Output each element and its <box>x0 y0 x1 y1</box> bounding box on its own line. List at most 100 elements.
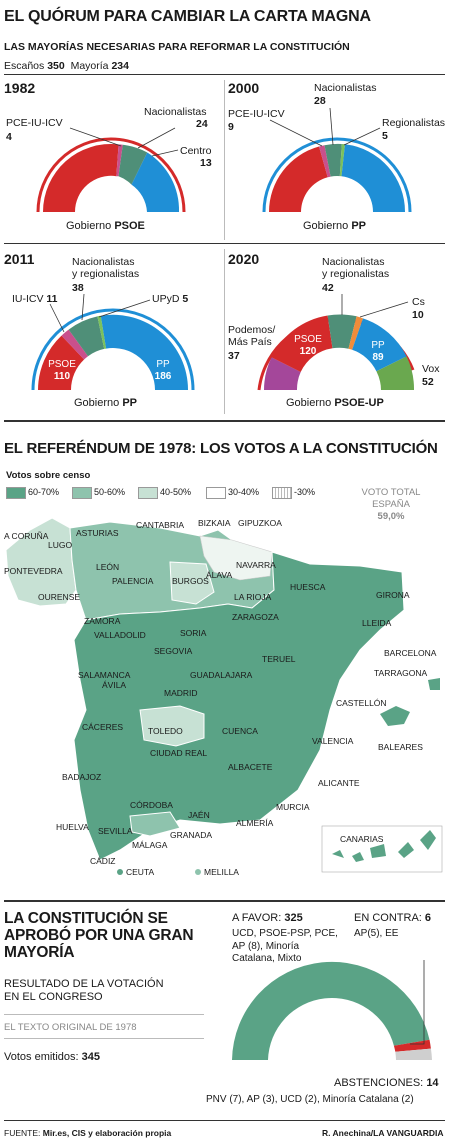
source-text: Mir.es, CIS y elaboración propia <box>42 1128 172 1138</box>
region-canarias <box>332 830 436 862</box>
favor-list-2: AP (8), Minoría <box>232 940 300 952</box>
gov-party: PSOE <box>114 220 145 232</box>
province-label: ALICANTE <box>318 778 360 788</box>
vox-seg <box>376 356 415 390</box>
nat-seg <box>118 144 148 185</box>
nat-seg <box>324 143 342 177</box>
province-label: MELILLA <box>204 867 239 877</box>
pod-label-2: Más País <box>228 336 272 348</box>
votes-label: Votos emitidos: <box>4 1051 79 1063</box>
legend-label: 30-40% <box>228 487 260 497</box>
divider <box>4 1038 204 1039</box>
upyd-label: UPyD 5 <box>152 293 188 305</box>
province-label: ZAMORA <box>84 616 121 626</box>
province-label: ALMERÍA <box>236 818 274 828</box>
nat-label-2: y regionalistas <box>322 268 390 280</box>
province-label: CUENCA <box>222 726 258 736</box>
psoe-inner-num: 110 <box>53 371 71 382</box>
pce-label: PCE-IU-ICV <box>6 117 63 129</box>
congress-chart <box>232 960 432 1060</box>
seats-label: Escaños <box>4 60 45 72</box>
vox-num: 52 <box>422 376 434 388</box>
province-label: VALLADOLID <box>94 630 146 640</box>
psoe-inner: PSOE 120 <box>292 334 324 358</box>
province-label: MÁLAGA <box>132 840 168 850</box>
province-label: GIRONA <box>376 590 410 600</box>
province-label: BIZKAIA <box>198 518 231 528</box>
province-label: LEÓN <box>96 562 119 572</box>
leader-line <box>359 301 409 318</box>
cs-label: Cs <box>412 296 425 308</box>
pce-num: 4 <box>6 131 12 143</box>
main-subtitle: LAS MAYORÍAS NECESARIAS PARA REFORMAR LA… <box>4 41 350 53</box>
abst-list: PNV (7), AP (3), UCD (2), Minoría Catala… <box>206 1094 414 1105</box>
region-basque <box>199 535 273 581</box>
centro-seg <box>131 152 180 212</box>
cs-seg <box>348 316 363 350</box>
congress-title-1: LA CONSTITUCIÓN SE <box>4 910 168 927</box>
province-label: SORIA <box>180 628 207 638</box>
congress-sub: RESULTADO DE LA VOTACIÓN EN EL CONGRESO <box>4 978 164 1004</box>
province-label: TARRAGONA <box>374 668 428 678</box>
majority-value: 234 <box>111 60 129 72</box>
gov-label-1982: Gobierno PSOE <box>66 220 145 232</box>
nat-label: Nacionalistas <box>314 82 377 94</box>
region-burgos <box>169 561 215 605</box>
pp-inner: PP 186 <box>148 359 178 383</box>
divider <box>4 74 445 75</box>
psoe-inner-label: PSOE <box>48 359 76 370</box>
gov-label-2011: Gobierno PP <box>74 397 137 409</box>
centro-num: 13 <box>200 157 212 169</box>
province-label: VALENCIA <box>312 736 354 746</box>
psoe-inner-label: PSOE <box>294 334 322 345</box>
panel-2020-chart <box>257 294 415 391</box>
province-label: GIPUZKOA <box>238 518 282 528</box>
gov-prefix: Gobierno <box>286 397 335 409</box>
leader-line <box>269 119 323 147</box>
gov-arc <box>31 308 195 391</box>
favor-label: A FAVOR: <box>232 912 282 924</box>
referendum-title: EL REFERÉNDUM DE 1978: LOS VOTOS A LA CO… <box>4 440 438 457</box>
source: FUENTE: Mir.es, CIS y elaboración propia <box>4 1128 171 1138</box>
reg-label: Regionalistas <box>382 117 446 129</box>
province-label: JAÉN <box>188 810 210 820</box>
abst-seg <box>395 1048 432 1060</box>
pp-seg <box>100 314 189 390</box>
ceuta-dot <box>117 869 123 875</box>
nat-num: 38 <box>72 282 84 294</box>
leader-line <box>329 107 334 146</box>
province-label: HUELVA <box>56 822 89 832</box>
province-label: CANARIAS <box>340 834 384 844</box>
legend-swatch <box>6 487 26 499</box>
province-label: LLEIDA <box>362 618 392 628</box>
psoe-inner: PSOE 110 <box>47 359 77 383</box>
province-label: SALAMANCA <box>78 670 131 680</box>
upyd-seg <box>97 315 107 349</box>
favor-seg <box>232 961 430 1060</box>
panel-2020-year: 2020 <box>228 251 260 267</box>
vox-label: Vox <box>422 363 440 375</box>
legend-label: 50-60% <box>94 487 126 497</box>
favor-heading: A FAVOR: 325 <box>232 912 303 924</box>
nat-num: 24 <box>196 118 208 130</box>
upyd-num: 5 <box>182 293 189 305</box>
region-baleares <box>380 706 410 726</box>
nat-label-2: y regionalistas <box>72 268 140 280</box>
leader-line <box>410 960 425 1045</box>
province-label: CIUDAD REAL <box>150 748 207 758</box>
province-label: NAVARRA <box>236 560 276 570</box>
province-label: MURCIA <box>276 802 310 812</box>
leader-line <box>98 299 151 318</box>
province-label: ASTURIAS <box>76 528 119 538</box>
total-value: 59,0% <box>377 511 405 522</box>
psoe-seg <box>38 335 85 390</box>
province-label: ÁLAVA <box>206 570 232 580</box>
province-label: A CORUÑA <box>4 531 49 541</box>
province-label: CÁCERES <box>82 722 123 732</box>
nat-num: 28 <box>314 95 326 107</box>
gov-label-2000: Gobierno PP <box>303 220 366 232</box>
divider <box>4 243 445 244</box>
panel-2011-chart <box>31 293 195 391</box>
